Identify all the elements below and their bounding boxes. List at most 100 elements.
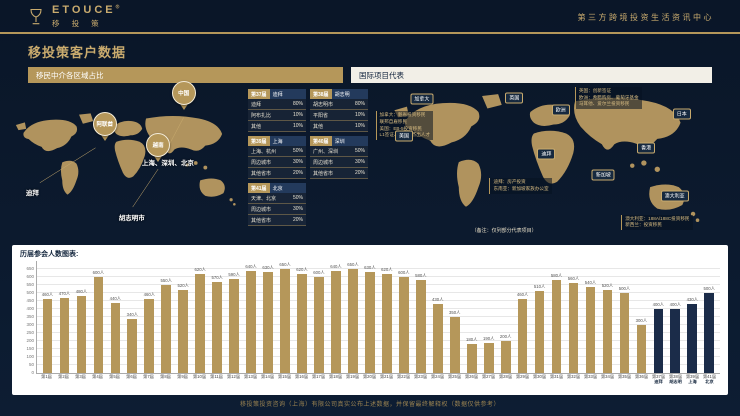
- row-value: 30%: [354, 158, 365, 165]
- row-value: 50%: [292, 147, 303, 154]
- x-tick-label: 第11届: [210, 374, 223, 379]
- x-axis-tick: 第21届: [379, 374, 394, 385]
- bar-slot: 400人: [651, 302, 666, 373]
- bar-slot: 580人: [413, 273, 428, 373]
- country-chip-英国: 英国: [505, 92, 524, 104]
- table-row: 阿布扎比 10%: [248, 110, 306, 121]
- bar: [212, 281, 223, 373]
- x-axis-tick: 第25届: [447, 374, 462, 385]
- country-chip-加拿大: 加拿大: [410, 93, 434, 105]
- session-table: 第37届 迪拜 迪拜 80% 阿布扎比 10% 其他 10%: [248, 89, 306, 132]
- bar-highlight: [704, 293, 715, 373]
- project-block-3: 澳大利亚：188A/188C投资移民 新西兰：投资移民: [621, 214, 693, 230]
- bar-slot: 630人: [261, 265, 276, 373]
- x-tick-label: 第7届: [143, 374, 154, 379]
- map-city-label: 迪拜: [25, 190, 39, 198]
- bar-value-label: 550人: [160, 278, 172, 283]
- bar-value-label: 440人: [109, 295, 122, 301]
- bar-slot: 340人: [125, 312, 140, 373]
- row-value: 30%: [292, 158, 303, 165]
- bar: [415, 280, 426, 373]
- row-label: 天津、北京: [251, 195, 277, 202]
- projects-note: （备注：仅列部分代表项目）: [471, 227, 537, 234]
- bar-slot: 500人: [702, 286, 717, 373]
- pin-label: 中国: [171, 81, 196, 106]
- x-tick-label: 第4届: [92, 374, 103, 379]
- y-axis-label: 150: [26, 346, 34, 351]
- brand-text: ETOUCE® 移 投 策: [52, 5, 119, 29]
- x-axis-tick: 第18届: [328, 374, 343, 385]
- row-value: 10%: [292, 122, 303, 129]
- bar-value-label: 340人: [126, 311, 139, 317]
- session-table: 第38届 胡志明 胡志明市 80% 平阳省 10% 其他 10%: [310, 89, 368, 132]
- project-line: 加拿大：魁省投资移民: [379, 112, 426, 118]
- bar-value-label: 560人: [567, 276, 580, 282]
- bar-slot: 460人: [142, 292, 157, 373]
- x-axis-tick: 第14届: [260, 374, 275, 385]
- bar-value-label: 460人: [516, 292, 529, 298]
- x-tick-label: 第20届: [362, 374, 377, 379]
- bar-slot: 620人: [295, 267, 310, 373]
- table-row: 周边城市 30%: [248, 157, 306, 168]
- x-axis-tick: 第12届: [226, 374, 241, 385]
- map-city-label: 上海、深圳、北京: [141, 159, 194, 167]
- row-label: 平阳省: [313, 112, 329, 119]
- brand-logo-icon: [30, 8, 42, 25]
- bar-value-label: 200人: [499, 334, 512, 339]
- row-value: 10%: [292, 111, 303, 118]
- pin-label: 阿联酋: [92, 111, 117, 136]
- bar-value-label: 510人: [533, 284, 546, 290]
- x-axis-tick: 第4届: [90, 374, 105, 385]
- row-label: 其他省市: [251, 170, 272, 177]
- x-axis-tick: 第22届: [396, 374, 411, 385]
- bar: [195, 273, 206, 373]
- project-line: 欧洲：希腊购房、葡萄牙基金: [578, 94, 639, 100]
- x-tick-label: 第29届: [515, 374, 530, 379]
- session-number: 第38届: [310, 89, 332, 99]
- bar-slot: 540人: [583, 280, 598, 373]
- x-axis-tick: 第38届 胡志明: [668, 374, 683, 385]
- bar-value-label: 630人: [364, 265, 376, 271]
- session-number: 第39届: [248, 136, 270, 146]
- bar-slot: 630人: [362, 265, 377, 373]
- x-axis-tick: 第31届: [549, 374, 564, 385]
- bar: [348, 269, 358, 373]
- brand-name-cn: 移 投 策: [52, 19, 104, 28]
- gridline: [37, 348, 720, 349]
- x-tick-label: 第3届: [75, 374, 86, 379]
- bar-value-label: 590人: [228, 271, 240, 277]
- bar-slot: 570人: [210, 275, 225, 373]
- header: ETOUCE® 移 投 策 第三方跨境投资生活资讯中心: [0, 0, 740, 34]
- row-value: 50%: [292, 194, 303, 201]
- bar-value-label: 580人: [415, 273, 427, 279]
- x-axis-tick: 第5届: [107, 374, 122, 385]
- bar: [517, 299, 528, 373]
- x-axis-tick: 第33届: [583, 374, 598, 385]
- session-table-header: 第41届 北京: [248, 183, 306, 193]
- row-value: 20%: [292, 169, 303, 176]
- bar-slot: 600人: [312, 270, 327, 373]
- x-tick-label: 第34届: [600, 374, 615, 379]
- country-chip-美国: 美国: [395, 130, 414, 142]
- x-tick-label: 第21届: [379, 374, 394, 379]
- project-line: 马耳他、爱尔兰投资移民: [578, 101, 630, 107]
- x-axis-tick: 第6届: [124, 374, 139, 385]
- x-axis-labels: 第1届 第2届 第3届 第4届 第5届 第6届 第7届 第8届 第9届 第10届 第11届 第12届第…: [36, 374, 720, 385]
- row-label: 迪拜: [251, 101, 262, 108]
- x-tick-label: 第23届: [413, 374, 428, 379]
- x-axis-tick: 第37届 迪拜: [651, 374, 666, 385]
- x-tick-label: 第15届: [277, 374, 292, 379]
- x-tick-label: 第13届: [243, 374, 258, 379]
- x-tick-city: 北京: [705, 379, 714, 385]
- row-label: 周边城市: [313, 159, 334, 166]
- pin-tail-icon: [154, 156, 163, 166]
- x-axis-tick: 第30届: [532, 374, 547, 385]
- session-city: 深圳: [331, 136, 368, 146]
- y-axis-label: 400: [26, 306, 34, 311]
- x-tick-label: 第37届: [651, 374, 666, 379]
- row-label: 周边城市: [251, 159, 272, 166]
- row-value: 10%: [354, 122, 365, 129]
- table-row: 广州、深圳 50%: [310, 146, 368, 157]
- bar-value-label: 630人: [262, 265, 274, 271]
- bar-slot: 500人: [617, 286, 632, 373]
